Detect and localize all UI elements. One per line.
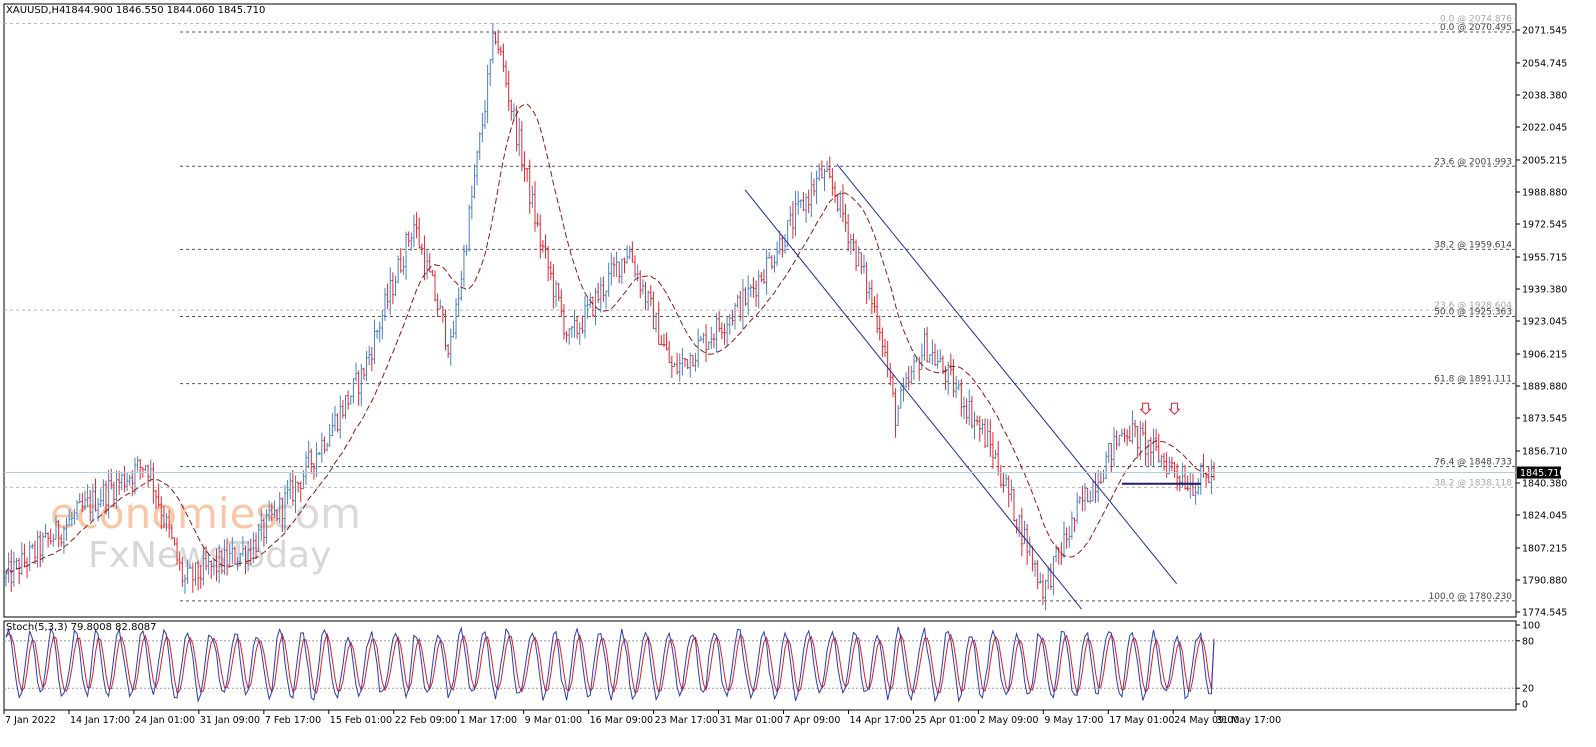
- price-tick-label: 1939.380: [1522, 284, 1567, 295]
- price-tick-label: 1988.880: [1522, 187, 1567, 198]
- price-tick-label: 1889.880: [1522, 381, 1567, 392]
- price-tick-label: 2054.745: [1522, 58, 1567, 69]
- price-tick-label: 1955.715: [1522, 252, 1567, 263]
- level-label: 23.6 @ 2001.993: [1434, 157, 1512, 167]
- stoch-tick-label: 100: [1522, 621, 1540, 632]
- level-label: 50.0 @ 1925.363: [1434, 307, 1512, 317]
- watermark: economies .com FxNewsToday: [50, 489, 361, 576]
- stoch-label: Stoch(5,3,3) 79.8008 82.8087: [6, 622, 157, 633]
- price-tick-label: 2071.545: [1522, 26, 1567, 37]
- stoch-tick-label: 0: [1522, 700, 1528, 711]
- level-label: 0.0 @ 2070.495: [1440, 23, 1512, 33]
- time-tick-label: 31 Mar 01:00: [720, 715, 783, 726]
- level-label: 76.4 @ 1848.733: [1434, 458, 1512, 468]
- arrow-down-icon: [1139, 402, 1152, 415]
- time-tick-label: 7 Apr 09:00: [784, 715, 840, 726]
- price-tick-label: 1856.710: [1522, 446, 1567, 457]
- price-tick-label: 2038.380: [1522, 90, 1567, 101]
- stoch-tick-label: 80: [1522, 636, 1534, 647]
- time-tick-label: 17 May 01:00: [1109, 715, 1174, 726]
- stoch-main-line: [5, 626, 1215, 703]
- time-tick-label: 31 Jan 09:00: [200, 715, 260, 726]
- level-label: 100.0 @ 1780.230: [1429, 592, 1513, 602]
- stoch-plot-frame: [3, 620, 1517, 711]
- time-tick-label: 9 May 17:00: [1044, 715, 1103, 726]
- stochastic-panel: 100 80 20 0: [4, 621, 1540, 711]
- time-tick-label: 25 Apr 01:00: [914, 715, 976, 726]
- symbol-label: XAUUSD,H4: [6, 5, 65, 16]
- time-tick-label: 31 May 17:00: [1216, 715, 1281, 726]
- time-tick-label: 24 Jan 01:00: [135, 715, 195, 726]
- time-tick-label: 14 Jan 17:00: [70, 715, 130, 726]
- time-tick-label: 14 Apr 17:00: [849, 715, 911, 726]
- level-label: 38.2 @ 1959.614: [1434, 240, 1512, 250]
- price-tick-label: 1824.045: [1522, 511, 1567, 522]
- time-tick-label: 24 May 09:00: [1174, 715, 1239, 726]
- time-tick-label: 16 Mar 09:00: [590, 715, 653, 726]
- price-tick-label: 1807.215: [1522, 543, 1567, 554]
- level-label: 38.2 @ 1838.118: [1434, 478, 1512, 488]
- moving-average-line: [5, 103, 1215, 574]
- current-price-badge: [1517, 466, 1561, 479]
- price-tick-label: 1873.545: [1522, 414, 1567, 425]
- price-tick-label: 1972.545: [1522, 220, 1567, 231]
- time-tick-label: 15 Feb 01:00: [330, 715, 392, 726]
- price-tick-label: 1840.380: [1522, 478, 1567, 489]
- time-tick-label: 1 Mar 17:00: [460, 715, 517, 726]
- time-tick-label: 9 Mar 01:00: [525, 715, 582, 726]
- price-tick-label: 1790.880: [1522, 575, 1567, 586]
- level-label: 23.6 @ 1928.604: [1434, 301, 1512, 311]
- channel-upper-line: [836, 164, 1178, 584]
- watermark-brand-suffix: .com: [258, 489, 361, 538]
- current-price-label: 1845.710: [1520, 468, 1565, 479]
- channel-lower-line: [744, 189, 1083, 610]
- time-tick-label: 2 May 09:00: [979, 715, 1038, 726]
- price-axis: 2071.545 2054.745 2038.380 2022.045 2005.215…: [1516, 26, 1567, 619]
- price-tick-label: 1906.215: [1522, 349, 1567, 360]
- price-tick-label: 2005.215: [1522, 155, 1567, 166]
- level-label: 0.0 @ 2074.876: [1440, 14, 1512, 24]
- time-tick-label: 7 Jan 2022: [5, 715, 56, 726]
- time-axis: 7 Jan 2022 14 Jan 17:00 24 Jan 01:00 31 Jan…: [3, 710, 1281, 726]
- level-label: 61.8 @ 1891.111: [1434, 375, 1512, 385]
- stoch-signal-line: [5, 632, 1215, 696]
- time-tick-label: 7 Feb 17:00: [265, 715, 321, 726]
- time-tick-label: 22 Feb 09:00: [395, 715, 457, 726]
- price-tick-label: 1923.045: [1522, 317, 1567, 328]
- ohlc-readout: 1844.900 1846.550 1844.060 1845.710: [65, 5, 265, 16]
- candlesticks: [4, 23, 1216, 611]
- time-tick-label: 23 Mar 17:00: [655, 715, 718, 726]
- chart-overlays: [4, 103, 1516, 610]
- price-tick-label: 2022.045: [1522, 123, 1567, 134]
- stoch-tick-label: 20: [1522, 684, 1534, 695]
- arrow-down-icon: [1168, 402, 1181, 415]
- price-tick-label: 1774.545: [1522, 608, 1567, 619]
